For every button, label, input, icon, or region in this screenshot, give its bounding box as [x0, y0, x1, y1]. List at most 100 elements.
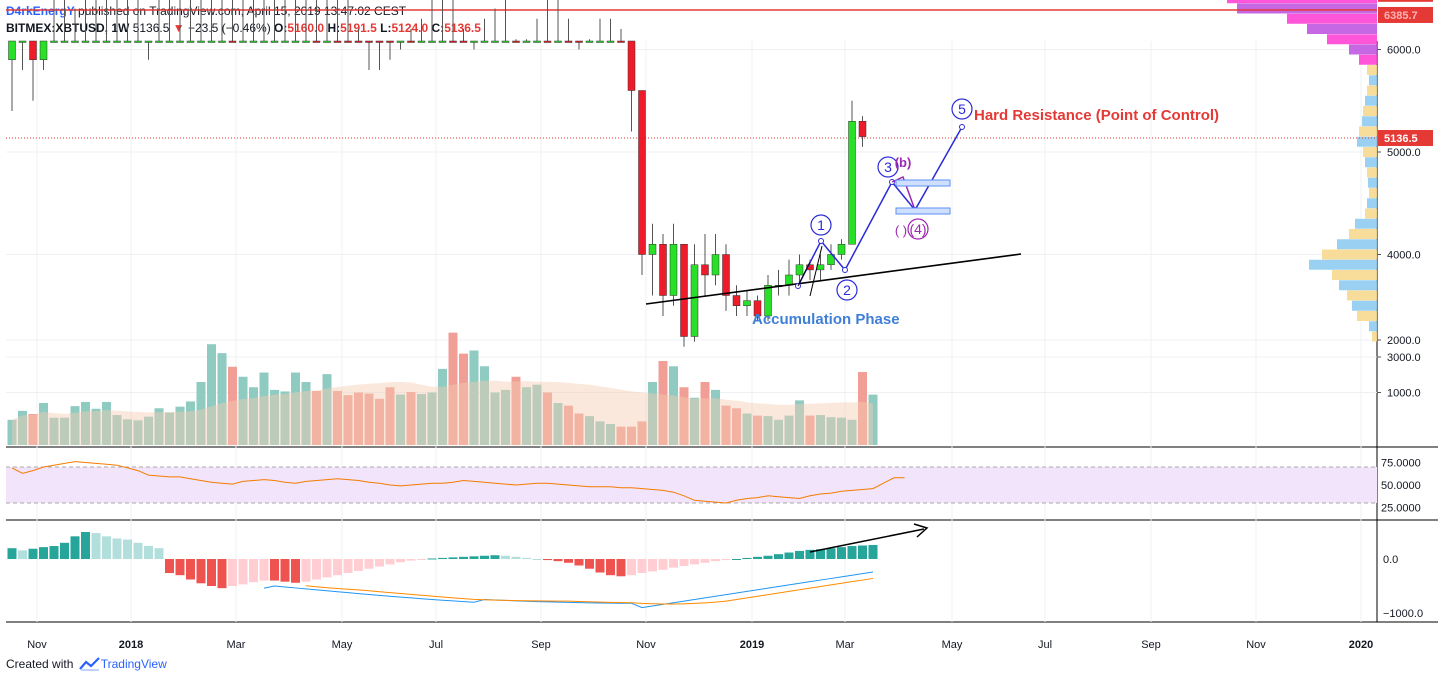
candle-body	[764, 285, 772, 317]
volume-bar	[543, 392, 552, 445]
volume-profile-bar	[1365, 208, 1377, 219]
candle-body	[827, 254, 835, 265]
wave-point	[818, 238, 824, 244]
volume-tick-label: 1000.0	[1387, 388, 1421, 400]
wave-label-circle	[810, 214, 832, 236]
volume-profile-bar	[1227, 0, 1377, 4]
volume-bar	[291, 372, 300, 445]
volume-bar	[805, 415, 815, 445]
macd-histogram-bar	[312, 559, 321, 580]
macd-histogram-bar	[858, 545, 867, 559]
momentum-arrow-head	[913, 523, 929, 538]
macd-histogram-bar	[459, 556, 468, 559]
macd-histogram-bar	[732, 559, 741, 560]
volume-bar	[60, 417, 69, 445]
wave-label: (4)	[909, 221, 926, 237]
macd-histogram-bar	[742, 557, 752, 559]
price-tick-label: 5000.0	[1387, 147, 1421, 159]
candle-body	[144, 40, 153, 43]
macd-histogram-bar	[480, 555, 489, 559]
open-label: O:	[274, 21, 288, 35]
macd-histogram-bar	[249, 559, 258, 583]
rsi-tick-label: 50.0000	[1381, 480, 1421, 492]
macd-histogram-bar	[490, 555, 500, 559]
candle-body	[375, 40, 384, 43]
candle-body	[564, 40, 573, 43]
support-trendline	[645, 253, 1022, 305]
candle-body	[291, 40, 300, 43]
volume-bar	[18, 410, 27, 445]
volume-bar	[480, 366, 489, 445]
candle-body	[533, 40, 541, 43]
resistance-label: Hard Resistance (Point of Control)	[974, 107, 1219, 124]
volume-bar	[816, 415, 825, 445]
volume-bar	[301, 382, 311, 445]
author-name[interactable]: D4rkEnergY	[6, 4, 75, 18]
macd-histogram-bar	[784, 552, 794, 559]
macd-histogram-bar	[774, 554, 783, 559]
candle-body	[596, 40, 604, 43]
time-tick-label: May	[332, 639, 353, 651]
time-tick-label: Nov	[636, 639, 656, 651]
volume-bar	[396, 394, 405, 445]
volume-profile-bar	[1365, 157, 1377, 168]
candle-body	[302, 40, 310, 43]
candle-body	[638, 90, 646, 255]
wave-label-circle	[877, 156, 899, 178]
time-tick-label: Sep	[1141, 639, 1161, 651]
volume-profile-bar	[1372, 331, 1377, 342]
macd-histogram-bar	[333, 559, 342, 576]
volume-bar	[144, 416, 153, 445]
candle-body	[690, 264, 699, 337]
candle-body	[575, 40, 583, 43]
macd-histogram-bar	[406, 559, 416, 561]
volume-bar	[217, 353, 227, 445]
rsi-tick-label: 25.0000	[1381, 503, 1421, 515]
volume-bar	[375, 398, 384, 445]
volume-bar	[186, 401, 195, 445]
candle-body	[186, 40, 195, 43]
macd-histogram-bar	[616, 559, 626, 577]
low-value: 5124.0	[391, 21, 429, 35]
volume-bar	[333, 390, 342, 445]
volume-bar	[228, 366, 237, 445]
wave-point	[959, 124, 965, 130]
macd-histogram-bar	[102, 536, 111, 559]
resistance2-price-tag-bg	[1378, 6, 1433, 23]
volume-bar	[39, 403, 48, 445]
time-tick-label: 2019	[740, 639, 764, 651]
wave-label: 3	[884, 159, 892, 175]
candle-body	[806, 264, 814, 271]
macd-histogram-bar	[322, 559, 332, 578]
candle-body	[312, 40, 321, 43]
volume-bar	[7, 419, 17, 445]
volume-bar	[679, 387, 689, 445]
macd-line	[263, 571, 874, 609]
candle-body	[50, 40, 58, 43]
tradingview-brand[interactable]: TradingView	[100, 657, 167, 671]
macd-histogram-bar	[574, 559, 584, 566]
last-price-tag-bg	[1378, 130, 1433, 147]
volume-bar	[91, 408, 101, 445]
footer: Created with TradingView	[6, 657, 167, 671]
time-tick-label: Nov	[27, 639, 47, 651]
macd-histogram-bar	[280, 559, 290, 582]
macd-histogram-bar	[826, 548, 836, 559]
volume-bar	[322, 374, 332, 445]
macd-histogram-bar	[427, 558, 437, 560]
volume-bar	[249, 387, 258, 445]
symbol[interactable]: BITMEX:XBTUSD, 1W	[6, 21, 130, 35]
momentum-arrow	[809, 528, 925, 553]
candle-body	[816, 264, 825, 271]
volume-profile-bar	[1367, 85, 1377, 96]
wave-sketch-line	[797, 261, 811, 287]
macd-histogram-bar	[81, 532, 90, 559]
volume-bar	[469, 350, 479, 445]
candle-body	[627, 40, 636, 91]
macd-histogram-bar	[238, 559, 248, 585]
macd-histogram-bar	[658, 559, 668, 570]
macd-histogram-bar	[868, 544, 878, 559]
volume-bar	[133, 420, 143, 445]
accumulation-label: Accumulation Phase	[752, 311, 900, 328]
